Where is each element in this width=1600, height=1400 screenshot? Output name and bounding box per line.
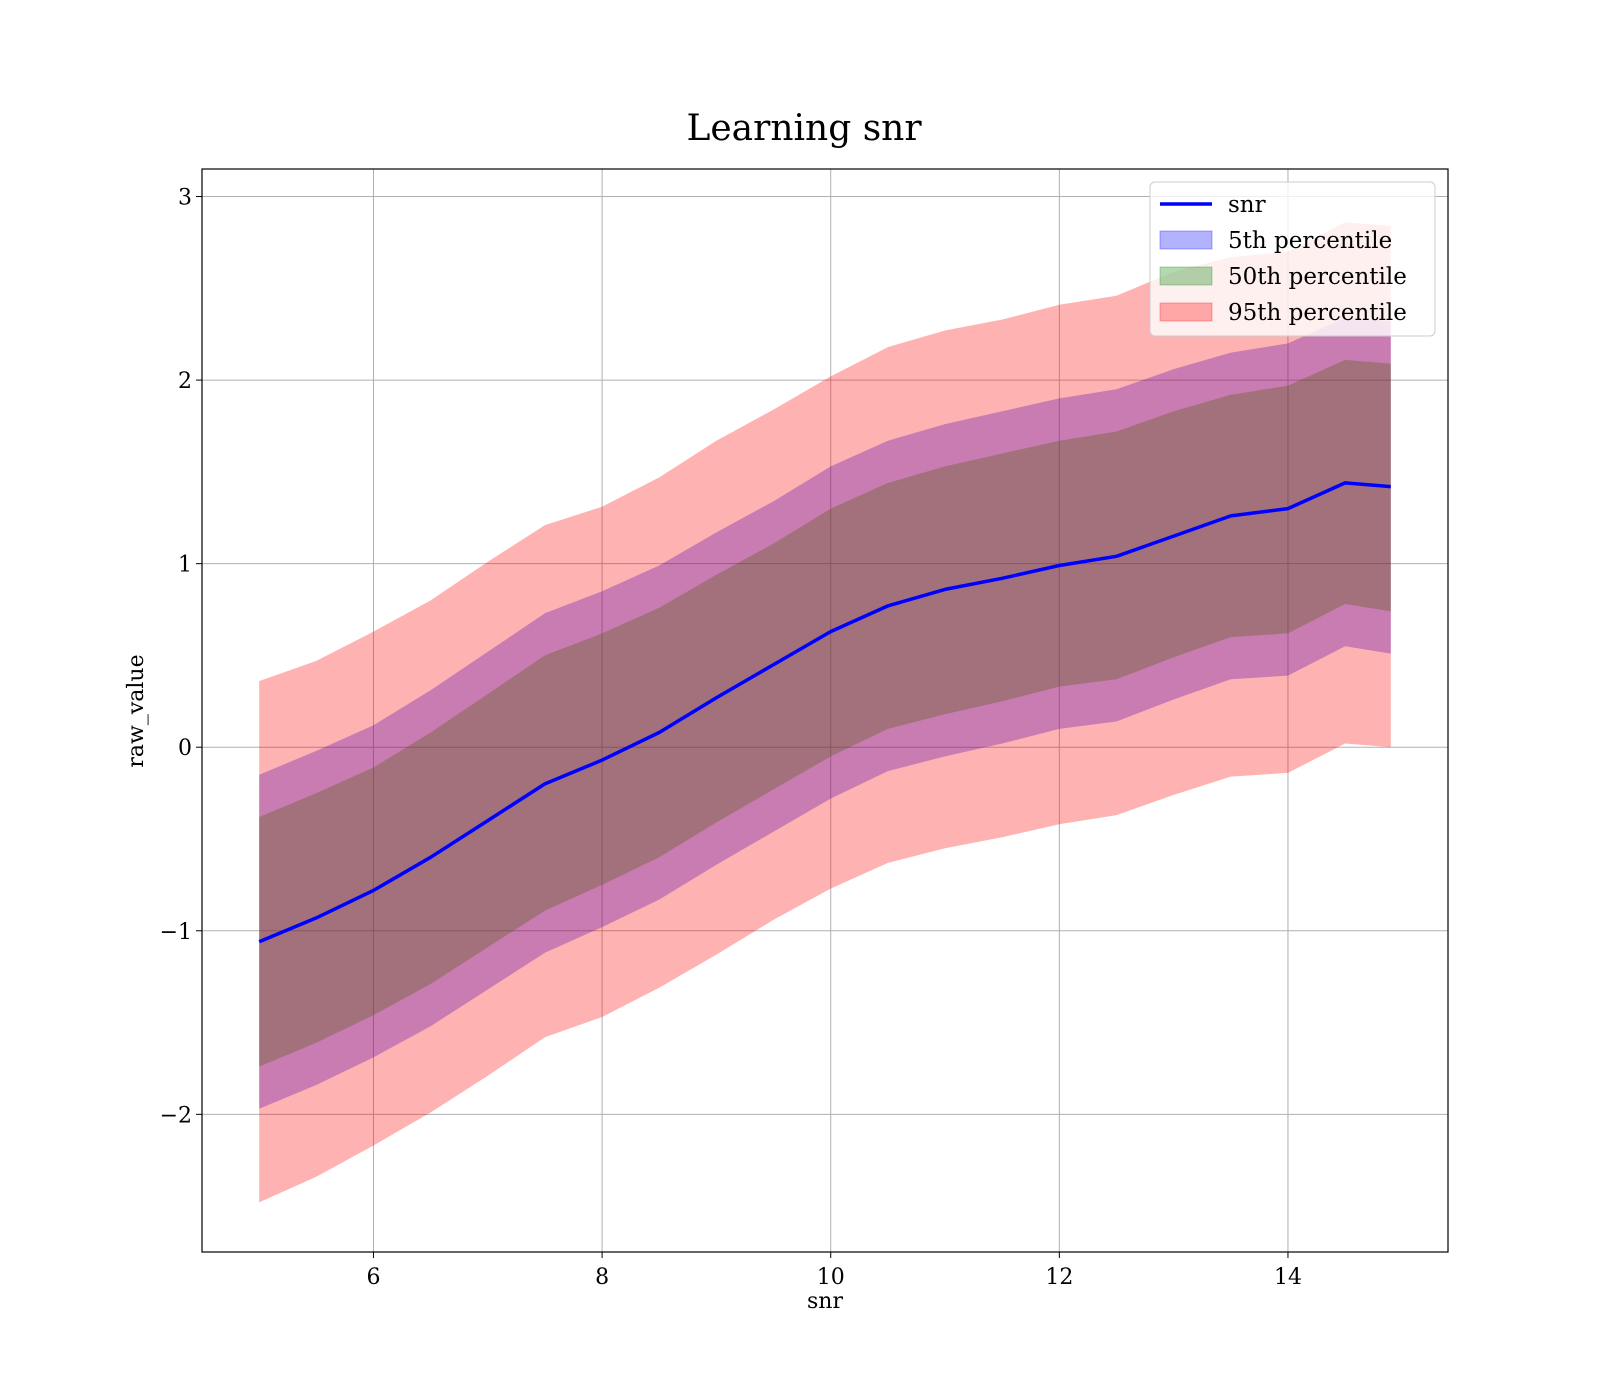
legend-box (1149, 181, 1436, 337)
legend-entry-label: 95th percentile (1228, 300, 1407, 326)
y-tick-label: 0 (178, 736, 192, 761)
band-50th-percentile (259, 359, 1391, 1067)
band-95th-percentile (259, 222, 1391, 1203)
legend-swatch (1159, 302, 1213, 322)
legend: snr 5th percentile 50th percentile 95th per… (1149, 181, 1436, 337)
y-axis-ticks: −2 −1 0 1 2 3 (160, 186, 202, 1128)
y-tick-label: −2 (160, 1103, 192, 1128)
chart-title: Learning snr (686, 108, 922, 149)
y-tick-label: 1 (178, 553, 192, 578)
series-lines (258, 481, 1391, 944)
legend-swatch (1159, 230, 1213, 250)
legend-swatch (1159, 266, 1213, 286)
x-axis-ticks: 6 8 10 12 14 (366, 1252, 1302, 1290)
x-axis-label: snr (807, 1289, 843, 1314)
y-tick-label: 2 (178, 369, 192, 394)
band-5th-percentile (259, 317, 1391, 1109)
x-tick-label: 8 (595, 1265, 609, 1290)
percentile-bands (259, 222, 1391, 1203)
x-tick-label: 12 (1045, 1265, 1073, 1290)
plot-frame (201, 168, 1449, 1253)
legend-entry-label: 5th percentile (1228, 228, 1392, 254)
legend-entry-label: 50th percentile (1228, 264, 1407, 290)
legend-entry-label: snr (1228, 192, 1266, 218)
x-tick-label: 14 (1274, 1265, 1302, 1290)
y-tick-label: −1 (160, 920, 192, 945)
line-snr (258, 481, 1391, 944)
x-tick-label: 10 (817, 1265, 845, 1290)
x-tick-label: 6 (366, 1265, 380, 1290)
y-axis-label: raw_value (124, 654, 149, 767)
y-tick-label: 3 (178, 186, 192, 211)
